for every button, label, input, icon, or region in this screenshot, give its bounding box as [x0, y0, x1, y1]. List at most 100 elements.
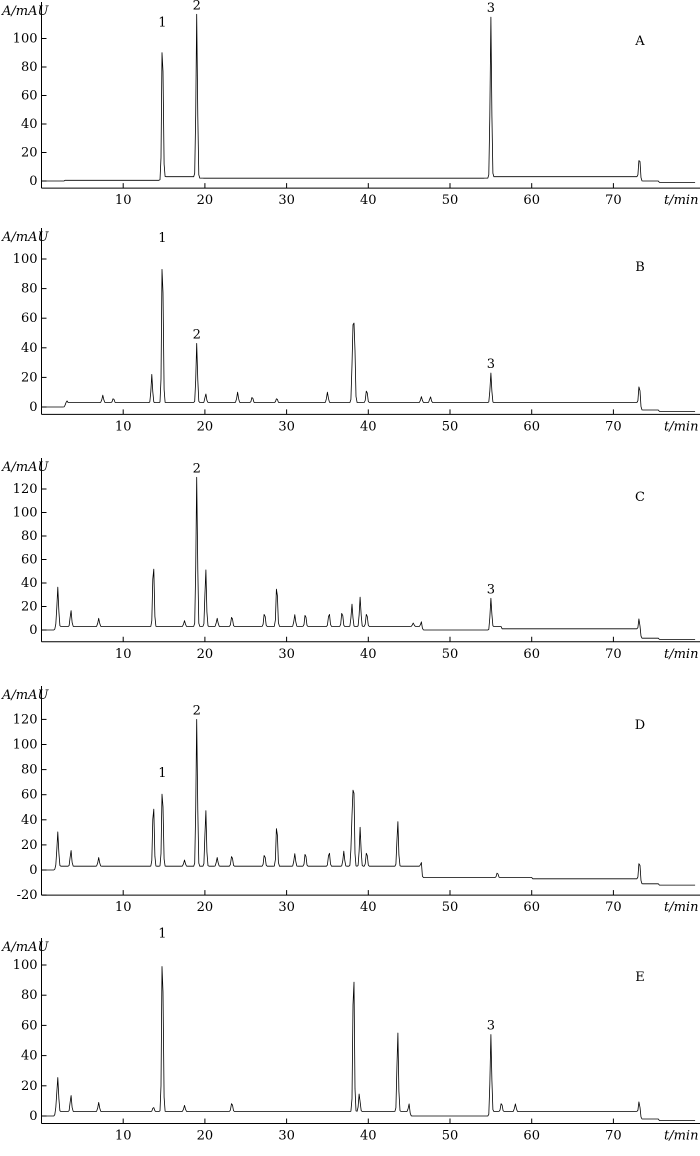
y-tick-label: 20 — [21, 370, 38, 385]
y-tick-label: 120 — [13, 712, 38, 727]
y-tick-label: 100 — [13, 958, 38, 973]
y-axis-title: A/mAU — [1, 940, 49, 955]
y-tick-label: 40 — [21, 576, 38, 591]
x-tick-label: 70 — [605, 647, 622, 662]
x-tick-label: 50 — [442, 1129, 459, 1144]
panel-letter: B — [635, 260, 645, 275]
y-tick-label: 0 — [29, 174, 37, 189]
y-tick-label: 120 — [13, 482, 38, 497]
peak-label: 1 — [158, 766, 166, 781]
y-tick-label: 20 — [21, 1079, 38, 1094]
panel-letter: E — [635, 970, 645, 985]
y-axis-title: A/mAU — [1, 230, 49, 245]
x-tick-label: 50 — [442, 419, 459, 434]
x-tick-label: 10 — [115, 900, 132, 915]
y-tick-label: 0 — [29, 623, 37, 638]
x-tick-label: 60 — [523, 900, 540, 915]
y-axis-title: A/mAU — [1, 688, 49, 703]
y-tick-label: 0 — [29, 400, 37, 415]
x-tick-label: 30 — [278, 1129, 295, 1144]
x-tick-label: 50 — [442, 900, 459, 915]
y-tick-label: 20 — [21, 838, 38, 853]
x-tick-label: 10 — [115, 419, 132, 434]
y-tick-label: 100 — [13, 506, 38, 521]
x-tick-label: 30 — [278, 193, 295, 208]
x-axis-title: t/min — [664, 900, 698, 915]
x-tick-label: 70 — [605, 1129, 622, 1144]
y-tick-label: -20 — [17, 888, 38, 903]
x-tick-label: 50 — [442, 193, 459, 208]
chromatogram-trace — [41, 269, 696, 412]
y-tick-label: 40 — [21, 813, 38, 828]
x-tick-label: 70 — [605, 193, 622, 208]
x-tick-label: 10 — [115, 647, 132, 662]
x-tick-label: 20 — [197, 647, 214, 662]
x-tick-label: 70 — [605, 419, 622, 434]
panel-letter: A — [634, 34, 645, 49]
y-tick-label: 80 — [21, 282, 38, 297]
y-tick-label: 40 — [21, 341, 38, 356]
peak-label: 1 — [158, 231, 166, 246]
peak-label: 1 — [158, 926, 166, 941]
y-tick-label: 100 — [13, 252, 38, 267]
x-tick-label: 30 — [278, 647, 295, 662]
y-tick-label: 60 — [21, 89, 38, 104]
y-axis-title: A/mAU — [1, 460, 49, 475]
x-tick-label: 20 — [197, 419, 214, 434]
peak-label: 2 — [193, 0, 201, 13]
y-tick-label: 60 — [21, 553, 38, 568]
peak-label: 3 — [487, 582, 495, 597]
x-tick-label: 60 — [523, 647, 540, 662]
x-tick-label: 70 — [605, 900, 622, 915]
y-tick-label: 0 — [29, 1109, 37, 1124]
x-tick-label: 40 — [360, 900, 377, 915]
x-tick-label: 60 — [523, 193, 540, 208]
panel-letter: D — [635, 718, 645, 733]
x-tick-label: 20 — [197, 193, 214, 208]
chromatogram-trace — [41, 719, 696, 886]
x-tick-label: 10 — [115, 1129, 132, 1144]
y-tick-label: 40 — [21, 1049, 38, 1064]
x-tick-label: 10 — [115, 193, 132, 208]
x-tick-label: 20 — [197, 1129, 214, 1144]
x-axis-title: t/min — [664, 1129, 698, 1144]
x-tick-label: 40 — [360, 193, 377, 208]
peak-label: 1 — [158, 15, 166, 30]
x-tick-label: 30 — [278, 419, 295, 434]
chromatogram-trace — [41, 966, 696, 1121]
x-axis-title: t/min — [664, 647, 698, 662]
y-tick-label: 20 — [21, 146, 38, 161]
y-tick-label: 40 — [21, 117, 38, 132]
panel-letter: C — [635, 490, 645, 505]
x-tick-label: 40 — [360, 419, 377, 434]
x-tick-label: 20 — [197, 900, 214, 915]
peak-label: 3 — [487, 357, 495, 372]
y-tick-label: 60 — [21, 1018, 38, 1033]
y-tick-label: 100 — [13, 738, 38, 753]
y-tick-label: 80 — [21, 763, 38, 778]
x-tick-label: 40 — [360, 647, 377, 662]
x-tick-label: 30 — [278, 900, 295, 915]
y-tick-label: 80 — [21, 988, 38, 1003]
peak-label: 3 — [487, 1018, 495, 1033]
peak-label: 2 — [193, 461, 201, 476]
chromatogram-trace — [41, 476, 696, 640]
chromatogram-trace — [41, 13, 696, 183]
x-tick-label: 60 — [523, 1129, 540, 1144]
y-tick-label: 80 — [21, 529, 38, 544]
x-axis-title: t/min — [664, 193, 698, 208]
x-tick-label: 60 — [523, 419, 540, 434]
peak-label: 3 — [487, 1, 495, 16]
y-tick-label: 20 — [21, 600, 38, 615]
x-axis-title: t/min — [664, 419, 698, 434]
y-axis-title: A/mAU — [1, 4, 49, 19]
x-tick-label: 40 — [360, 1129, 377, 1144]
y-tick-label: 100 — [13, 32, 38, 47]
y-tick-label: 60 — [21, 311, 38, 326]
peak-label: 2 — [193, 327, 201, 342]
y-tick-label: 60 — [21, 788, 38, 803]
y-tick-label: 80 — [21, 60, 38, 75]
peak-label: 2 — [193, 703, 201, 718]
x-tick-label: 50 — [442, 647, 459, 662]
